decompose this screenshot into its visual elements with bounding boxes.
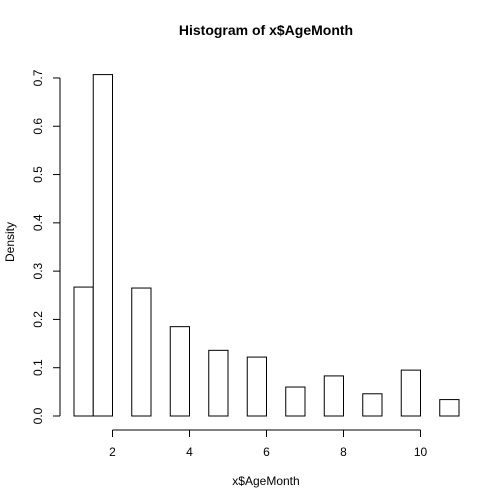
x-tick-label: 4 [186,445,193,459]
x-tick-label: 2 [109,445,116,459]
y-tick-label: 0.2 [31,311,45,328]
histogram-bar-3 [131,287,152,417]
y-tick-label: 0.6 [31,118,45,135]
histogram-bar-8 [323,375,344,417]
y-tick-label: 0.4 [31,214,45,231]
x-axis: 2 4 6 8 10 [109,429,428,459]
histogram-bar-7 [285,386,306,417]
bars-group [73,74,460,417]
y-tick-label: 0.7 [31,69,45,86]
histogram-bar-1 [73,286,94,417]
histogram-bar-4 [169,326,190,417]
y-axis: 0.0 0.1 0.2 0.3 0.4 0.5 0.6 0.7 [31,69,61,424]
y-axis-label: Density [3,222,17,262]
x-tick-label: 10 [414,445,428,459]
histogram-bar-9 [362,393,383,417]
x-axis-label: x$AgeMonth [232,474,299,488]
histogram-bar-6 [246,356,267,417]
y-tick-label: 0.1 [31,359,45,376]
y-tick-label: 0.3 [31,262,45,279]
histogram-bar-10 [400,369,421,417]
y-tick-label: 0.0 [31,407,45,424]
histogram-bar-11 [439,399,460,417]
chart-title: Histogram of x$AgeMonth [179,22,353,38]
x-tick-label: 8 [340,445,347,459]
y-tick-label: 0.5 [31,166,45,183]
histogram-bar-5 [208,349,229,417]
histogram-bar-2 [92,74,113,417]
x-tick-label: 6 [263,445,270,459]
